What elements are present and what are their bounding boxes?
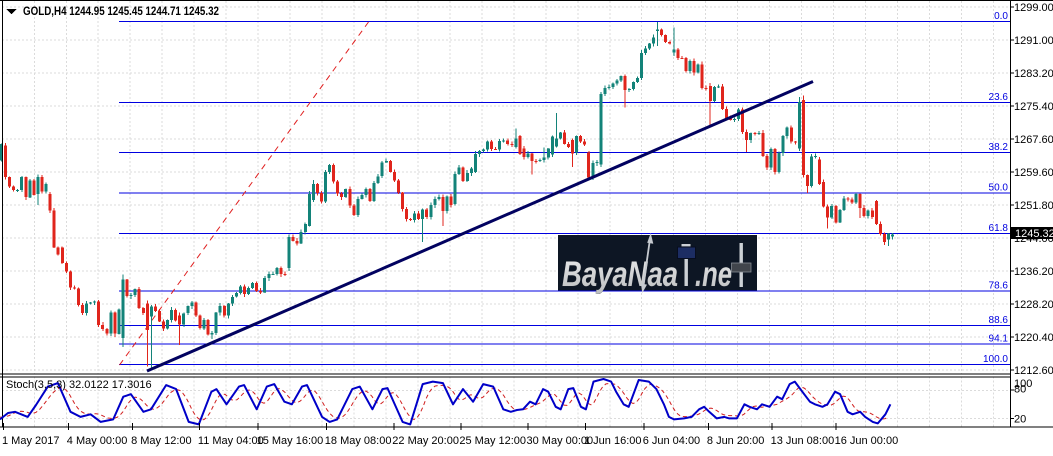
svg-text:1275.40: 1275.40 <box>1014 101 1053 113</box>
svg-text:78.6: 78.6 <box>989 281 1009 292</box>
svg-text:1291.00: 1291.00 <box>1014 35 1053 47</box>
svg-text:15 May 16:00: 15 May 16:00 <box>257 435 324 447</box>
svg-text:22 May 20:00: 22 May 20:00 <box>392 435 459 447</box>
svg-text:100.0: 100.0 <box>983 354 1008 365</box>
svg-text:8 May 12:00: 8 May 12:00 <box>131 435 192 447</box>
svg-text:88.6: 88.6 <box>989 315 1009 326</box>
svg-text:94.1: 94.1 <box>989 334 1009 345</box>
svg-text:1228.20: 1228.20 <box>1014 299 1053 311</box>
svg-text:0.0: 0.0 <box>994 11 1008 22</box>
svg-text:1236.20: 1236.20 <box>1014 266 1053 278</box>
svg-text:1283.20: 1283.20 <box>1014 68 1053 80</box>
svg-text:38.2: 38.2 <box>989 142 1009 153</box>
svg-text:8 Jun 20:00: 8 Jun 20:00 <box>707 435 765 447</box>
svg-text:1 May 2017: 1 May 2017 <box>2 435 59 447</box>
svg-text:25 May 12:00: 25 May 12:00 <box>459 435 526 447</box>
svg-text:1259.60: 1259.60 <box>1014 167 1053 179</box>
svg-text:1 Jun 16:00: 1 Jun 16:00 <box>584 435 642 447</box>
svg-text:100: 100 <box>1014 378 1032 390</box>
svg-text:50.0: 50.0 <box>989 182 1009 193</box>
svg-text:11 May 04:00: 11 May 04:00 <box>198 435 264 447</box>
svg-text:1251.80: 1251.80 <box>1014 200 1053 212</box>
svg-text:13 Jun 08:00: 13 Jun 08:00 <box>771 435 835 447</box>
svg-text:30 May 00:00: 30 May 00:00 <box>527 435 594 447</box>
svg-text:23.6: 23.6 <box>989 92 1009 103</box>
svg-text:16 Jun 00:00: 16 Jun 00:00 <box>835 435 899 447</box>
svg-text:Stoch(3,5,3) 32.0122 17.3016: Stoch(3,5,3) 32.0122 17.3016 <box>6 379 152 391</box>
svg-text:1299.00: 1299.00 <box>1014 2 1053 14</box>
svg-text:61.8: 61.8 <box>989 223 1009 234</box>
svg-text:20: 20 <box>1014 414 1026 426</box>
svg-text:.ne: .ne <box>695 255 732 294</box>
svg-text:6 Jun 04:00: 6 Jun 04:00 <box>643 435 701 447</box>
svg-text:1267.60: 1267.60 <box>1014 134 1053 146</box>
svg-text:1220.40: 1220.40 <box>1014 332 1053 344</box>
svg-text:GOLD,H4 1244.95 1245.45 1244.: GOLD,H4 1244.95 1245.45 1244.71 1245.32 <box>23 4 219 18</box>
svg-text:4 May 00:00: 4 May 00:00 <box>67 435 128 447</box>
svg-text:1245.32: 1245.32 <box>1015 228 1053 240</box>
svg-text:18 May 08:00: 18 May 08:00 <box>325 435 392 447</box>
svg-text:1212.60: 1212.60 <box>1014 365 1053 377</box>
svg-text:BayaNaa: BayaNaa <box>562 255 678 294</box>
svg-text:80: 80 <box>1014 384 1026 396</box>
